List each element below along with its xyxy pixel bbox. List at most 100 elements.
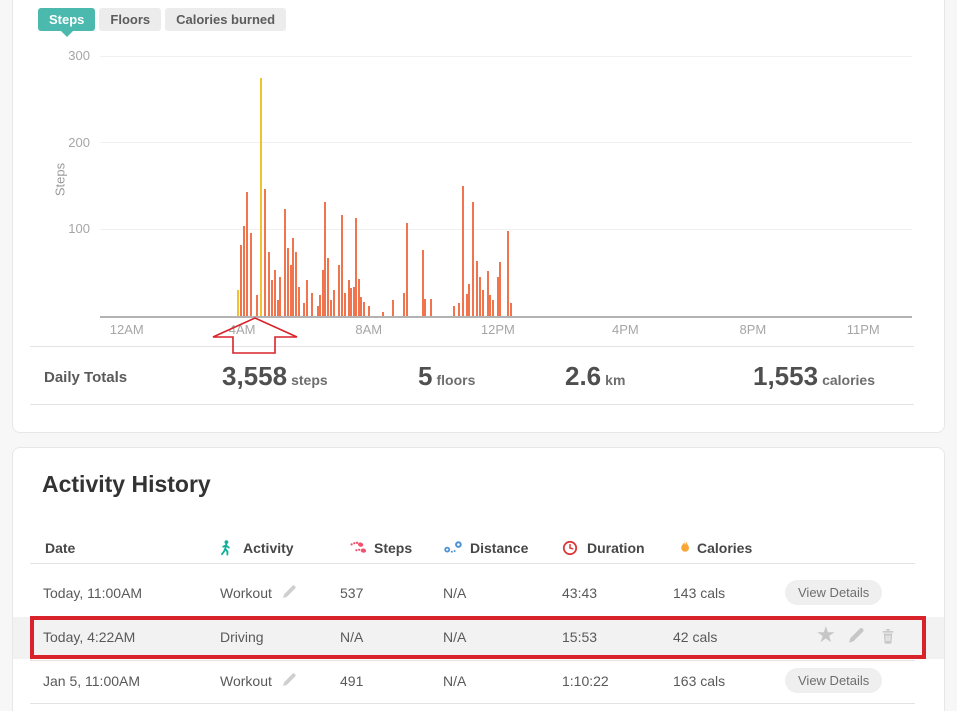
view-details-button[interactable]: View Details	[785, 580, 883, 605]
tab-steps[interactable]: Steps	[38, 8, 96, 37]
daily-totals-label: Daily Totals	[44, 369, 128, 386]
chart-bar	[391, 300, 394, 316]
chart-bar	[255, 295, 258, 316]
divider	[30, 404, 914, 405]
column-header-date: Date	[45, 540, 76, 556]
chart-bar	[243, 225, 246, 316]
cell-distance: N/A	[443, 629, 467, 645]
chart-bar	[324, 201, 327, 316]
chart-bar	[491, 300, 494, 316]
chart-bar	[276, 300, 279, 316]
chart-tabs: Steps Floors Calories burned	[38, 8, 287, 37]
chart-bar	[481, 290, 484, 316]
cell-steps: 537	[340, 585, 364, 601]
chart-bar	[496, 277, 499, 316]
chart-bar	[367, 306, 370, 316]
x-tick-12AM: 12AM	[109, 322, 144, 337]
chart-bar	[453, 305, 456, 316]
edit-pencil-icon[interactable]	[282, 584, 297, 604]
chart-bar	[359, 296, 362, 316]
chart-bar	[406, 223, 409, 316]
gridline-300	[100, 55, 912, 57]
chart-bar	[510, 303, 513, 316]
cell-date: Today, 4:22AM	[43, 629, 136, 645]
cell-calories: 143 cals	[673, 585, 726, 601]
delete-trash-icon[interactable]	[881, 628, 895, 649]
steps-bar-chart	[100, 55, 912, 318]
chart-bar	[289, 264, 292, 316]
y-tick-300: 300	[68, 48, 90, 63]
highlighted-row-background	[13, 617, 944, 659]
x-tick-4PM: 4PM	[611, 322, 639, 337]
daily-total-unit: steps	[291, 372, 328, 388]
chart-bar	[287, 248, 290, 316]
chart-bar	[302, 303, 305, 316]
edit-pencil-icon[interactable]	[848, 627, 865, 650]
cell-calories: 42 cals	[673, 629, 718, 645]
chart-bar	[295, 251, 297, 316]
chart-bar	[316, 306, 319, 316]
chart-bar	[292, 238, 295, 316]
chart-bar	[462, 186, 465, 316]
daily-total-calories: 1,553 calories	[753, 361, 875, 392]
tab-calories-burned[interactable]: Calories burned	[165, 8, 287, 31]
column-header-duration: Duration	[587, 540, 645, 556]
cell-duration: 1:10:22	[562, 673, 609, 689]
chart-bar	[465, 294, 468, 316]
chart-bar	[423, 298, 426, 316]
cell-steps: 491	[340, 673, 364, 689]
steps-chart-card	[12, 0, 945, 433]
chart-bar	[352, 287, 355, 316]
y-axis-label: Steps	[52, 162, 68, 197]
chart-bar	[506, 231, 509, 316]
activity-history-card	[12, 447, 945, 711]
daily-total-value: 5	[418, 361, 433, 391]
chart-bar	[344, 293, 347, 316]
footsteps-icon	[350, 540, 367, 558]
clock-icon	[562, 540, 578, 561]
cell-distance: N/A	[443, 673, 467, 689]
cell-date: Jan 5, 11:00AM	[43, 673, 141, 689]
daily-total-value: 3,558	[222, 361, 288, 391]
chart-bar	[476, 261, 479, 316]
chart-bar	[279, 277, 281, 316]
chart-bar	[329, 300, 332, 316]
chart-bar	[381, 311, 384, 316]
flame-icon	[678, 540, 691, 561]
x-tick-4AM: 4AM	[228, 322, 256, 337]
chart-bar	[486, 270, 489, 316]
chart-bar	[321, 270, 324, 316]
chart-bar	[249, 232, 252, 316]
chart-bar	[430, 298, 433, 316]
favorite-star-icon[interactable]: ★	[816, 622, 836, 647]
chart-bar	[319, 295, 322, 316]
chart-bar	[489, 295, 492, 316]
cell-activity: Workout	[220, 585, 272, 601]
chart-bar	[357, 278, 360, 316]
tab-floors[interactable]: Floors	[99, 8, 162, 31]
view-details-button[interactable]: View Details	[785, 668, 883, 693]
daily-total-km: 2.6 km	[565, 361, 625, 392]
chart-bar	[268, 251, 271, 316]
chart-bar	[273, 270, 276, 316]
chart-bar	[421, 250, 424, 316]
cell-date: Today, 11:00AM	[43, 585, 143, 601]
chart-bar	[471, 202, 474, 316]
divider	[30, 703, 915, 704]
chart-bar	[332, 290, 335, 316]
edit-pencil-icon[interactable]	[282, 672, 297, 692]
map-pins-icon	[444, 540, 462, 559]
walker-icon	[218, 540, 234, 561]
chart-bar	[311, 293, 313, 316]
chart-bar	[347, 279, 350, 316]
column-header-activity: Activity	[243, 540, 294, 556]
x-tick-8PM: 8PM	[739, 322, 767, 337]
daily-total-value: 2.6	[565, 361, 602, 391]
chart-bar	[355, 218, 358, 316]
chart-bar	[271, 279, 273, 316]
activity-history-title: Activity History	[42, 471, 211, 497]
divider	[30, 660, 915, 661]
chart-bar	[479, 277, 481, 316]
chart-bar	[305, 279, 308, 316]
